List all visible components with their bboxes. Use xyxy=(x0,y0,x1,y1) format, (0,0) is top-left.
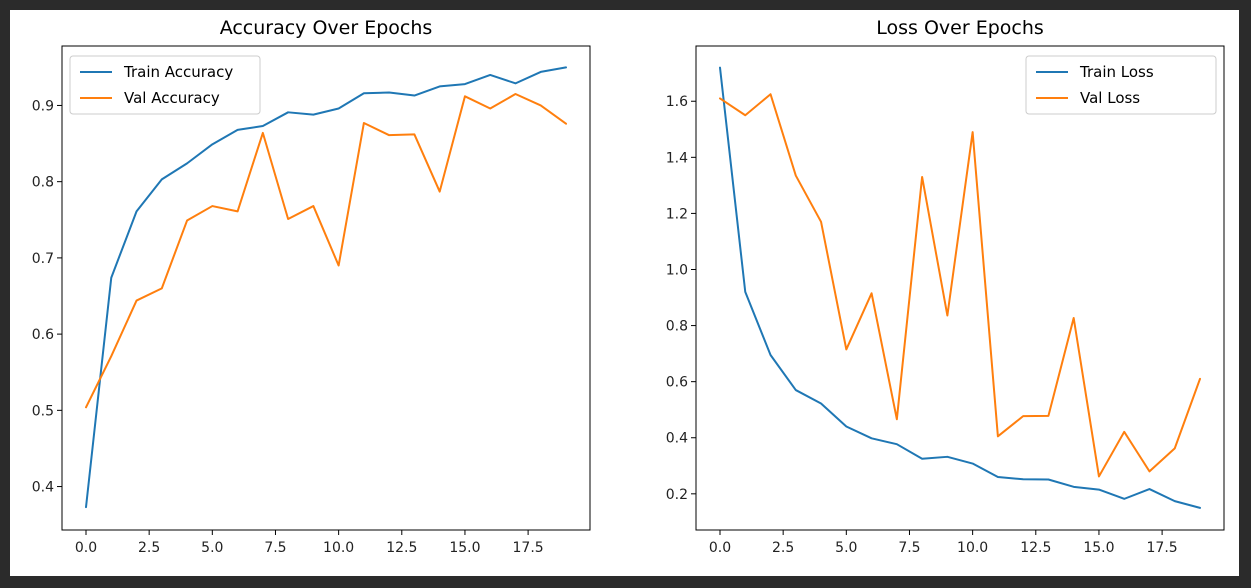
loss-y-tick-label: 0.6 xyxy=(666,375,688,391)
accuracy-x-tick-label: 2.5 xyxy=(138,540,160,556)
loss-y-tick-label: 0.4 xyxy=(666,431,688,447)
loss-y-tick-label: 1.4 xyxy=(666,150,688,166)
accuracy-legend-label: Train Accuracy xyxy=(123,63,233,81)
accuracy-x-tick-label: 12.5 xyxy=(386,540,417,556)
loss-legend: Train Loss Val Loss xyxy=(1025,55,1217,115)
accuracy-series-train-accuracy xyxy=(85,66,567,509)
loss-legend-label: Train Loss xyxy=(1079,63,1154,81)
accuracy-y-tick-label: 0.7 xyxy=(32,251,54,267)
accuracy-legend: Train Accuracy Val Accuracy xyxy=(69,55,261,115)
loss-series-val-loss xyxy=(719,93,1201,478)
loss-legend-label: Val Loss xyxy=(1080,89,1140,107)
accuracy-x-tick-label: 15.0 xyxy=(449,540,480,556)
loss-series-train-loss xyxy=(719,66,1201,509)
loss-y-tick-label: 1.6 xyxy=(666,94,688,110)
loss-plot-area xyxy=(695,45,1225,531)
loss-x-tick-label: 7.5 xyxy=(898,540,920,556)
accuracy-x-tick-label: 10.0 xyxy=(323,540,354,556)
charts-canvas: Accuracy Over Epochs 0.0 2.5 5.0 7.5 10.0 12.5… xyxy=(32,17,1225,556)
loss-x-tick-label: 10.0 xyxy=(957,540,988,556)
accuracy-series-val-accuracy xyxy=(85,93,567,409)
loss-x-tick-label: 12.5 xyxy=(1020,540,1051,556)
accuracy-legend-box xyxy=(69,55,261,115)
loss-x-tick-label: 2.5 xyxy=(772,540,794,556)
accuracy-y-tick-label: 0.5 xyxy=(32,403,54,419)
accuracy-x-tick-label: 7.5 xyxy=(264,540,286,556)
loss-legend-box xyxy=(1025,55,1217,115)
accuracy-plot-area xyxy=(61,45,591,531)
loss-x-tick-label: 0.0 xyxy=(709,540,731,556)
accuracy-x-tick-label: 0.0 xyxy=(75,540,97,556)
loss-x-tick-label: 5.0 xyxy=(835,540,857,556)
figure: Accuracy Over Epochs 0.0 2.5 5.0 7.5 10.0 12.5… xyxy=(10,10,1239,576)
accuracy-legend-label: Val Accuracy xyxy=(124,89,220,107)
loss-y-tick-label: 0.8 xyxy=(666,319,688,335)
accuracy-y-tick-label: 0.8 xyxy=(32,175,54,191)
accuracy-chart-title: Accuracy Over Epochs xyxy=(220,17,433,39)
loss-y-tick-label: 1.0 xyxy=(666,262,688,278)
accuracy-y-tick-label: 0.6 xyxy=(32,327,54,343)
accuracy-y-tick-label: 0.4 xyxy=(32,480,54,496)
accuracy-x-tick-label: 17.5 xyxy=(513,540,544,556)
loss-y-tick-label: 0.2 xyxy=(666,487,688,503)
loss-chart: Loss Over Epochs 0.0 2.5 5.0 7.5 10.0 12.5 15.0… xyxy=(666,17,1225,556)
accuracy-chart: Accuracy Over Epochs 0.0 2.5 5.0 7.5 10.0 12.5… xyxy=(32,17,591,556)
accuracy-y-tick-label: 0.9 xyxy=(32,98,54,114)
accuracy-x-tick-label: 5.0 xyxy=(201,540,223,556)
loss-chart-title: Loss Over Epochs xyxy=(876,17,1044,39)
loss-x-tick-label: 17.5 xyxy=(1147,540,1178,556)
loss-x-tick-label: 15.0 xyxy=(1083,540,1114,556)
loss-y-tick-label: 1.2 xyxy=(666,206,688,222)
